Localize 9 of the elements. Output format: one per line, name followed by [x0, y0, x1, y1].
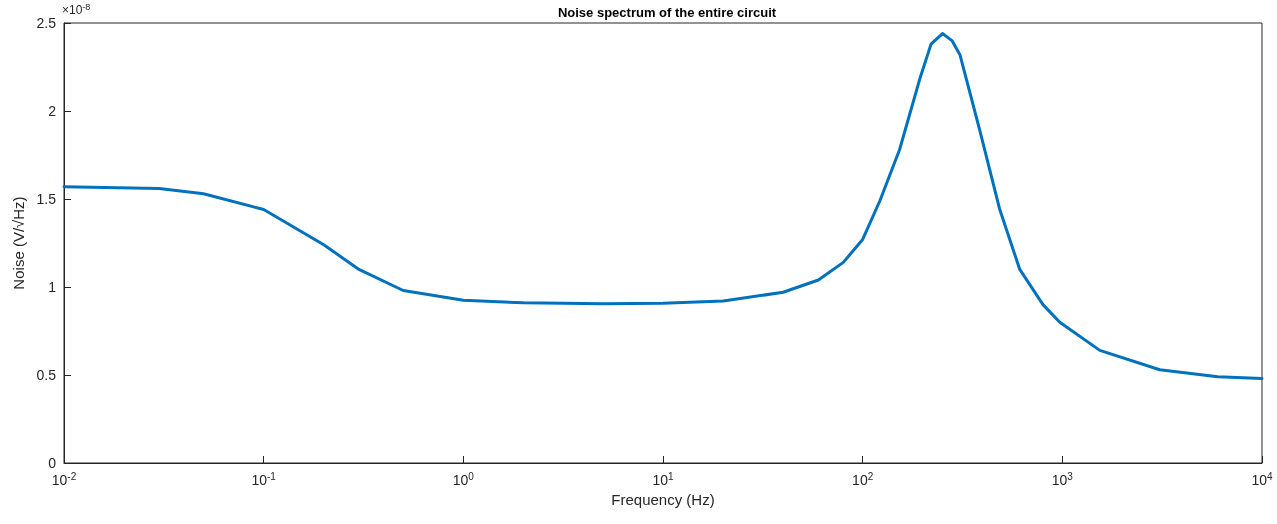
- x-axis-title: Frequency (Hz): [611, 490, 715, 508]
- y-tick-label: 0.5: [36, 367, 57, 383]
- chart-title: Noise spectrum of the entire circuit: [557, 5, 777, 20]
- y-tick-label: 0: [48, 455, 57, 471]
- y-tick-label: 2: [48, 103, 57, 119]
- y-axis-title: Noise (V/√Hz): [9, 196, 27, 290]
- y-tick-label: 1: [48, 279, 57, 295]
- y-tick-label: 1.5: [36, 191, 57, 207]
- y-tick-label: 2.5: [36, 15, 57, 31]
